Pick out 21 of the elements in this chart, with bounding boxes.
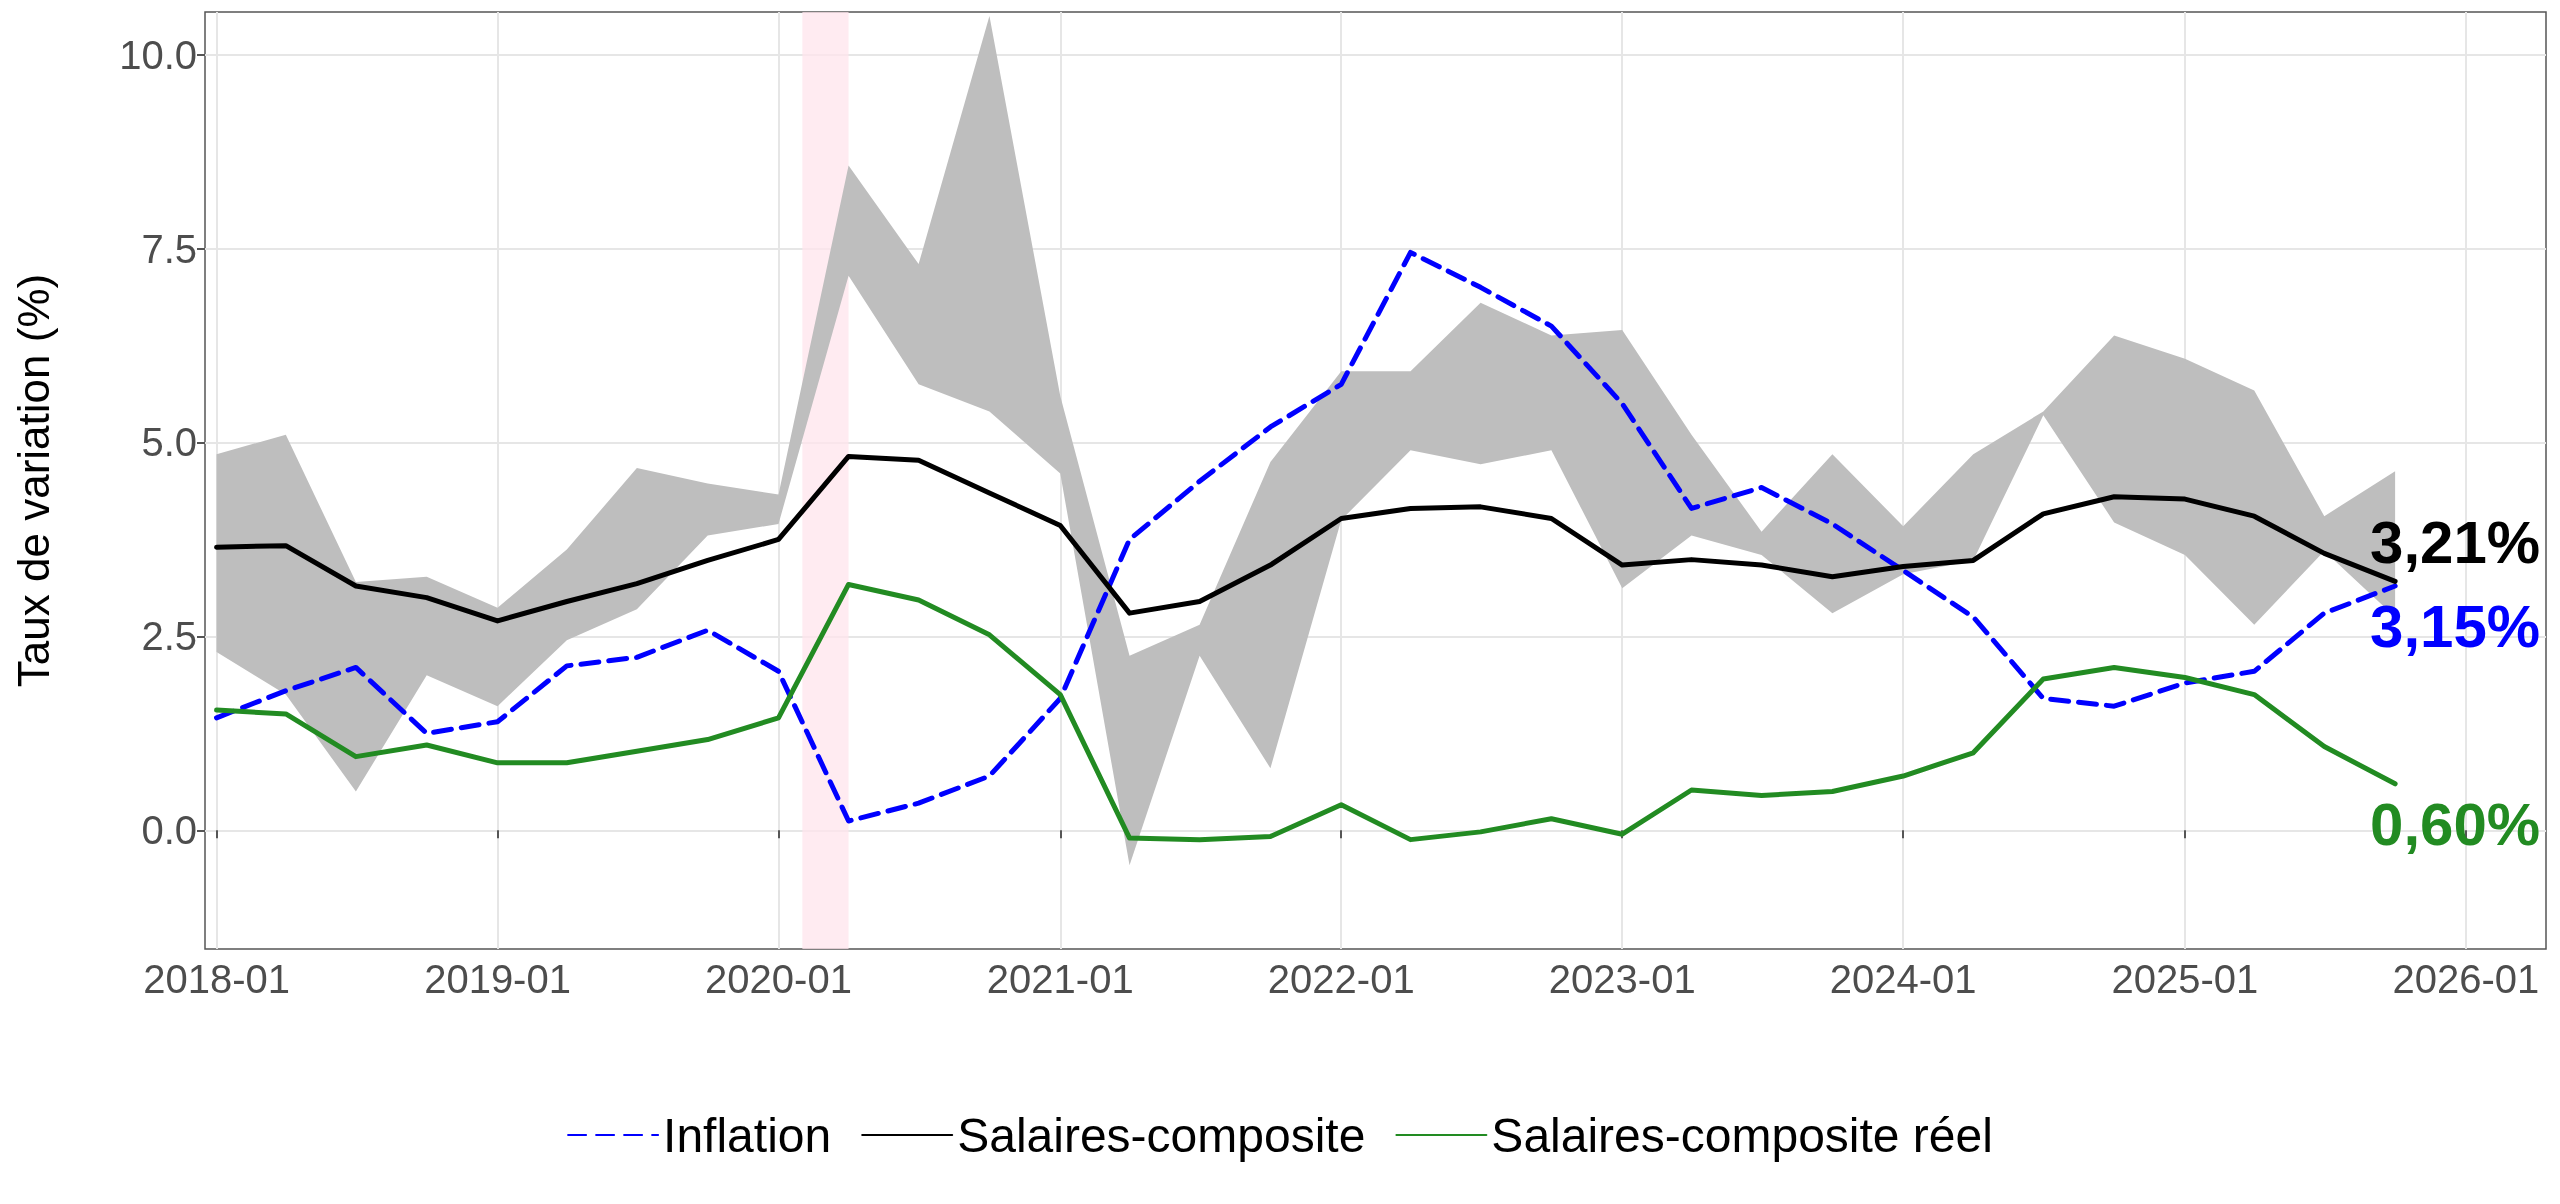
x-tick-label: 2021-01 [986,957,1134,1001]
data-label: 0,60% [2370,791,2541,859]
y-tick-label: 7.5 [141,226,197,271]
y-tick-label: 2.5 [141,614,197,659]
legend-label: Salaires-composite [957,1108,1366,1162]
x-tick-label: 2018-01 [143,957,290,1001]
x-tick-label: 2026-01 [2392,957,2540,1001]
y-tick-label: 10.0 [119,32,197,77]
x-tick-label: 2023-01 [1548,957,1696,1001]
x-tick-label: 2019-01 [424,957,571,1001]
x-tick-label: 2022-01 [1267,957,1415,1001]
x-tick-label: 2024-01 [1829,957,1977,1001]
y-axis-title: Taux de variation (%) [8,273,58,688]
x-tick-label: 2020-01 [705,957,852,1001]
legend-label: Inflation [663,1108,832,1162]
x-tick-label: 2025-01 [2111,957,2259,1001]
data-label: 3,21% [2370,508,2541,576]
data-label: 3,15% [2370,593,2541,661]
y-tick-label: 5.0 [141,420,197,465]
legend-label: Salaires-composite réel [1491,1108,1993,1162]
y-tick-label: 0.0 [141,808,197,853]
